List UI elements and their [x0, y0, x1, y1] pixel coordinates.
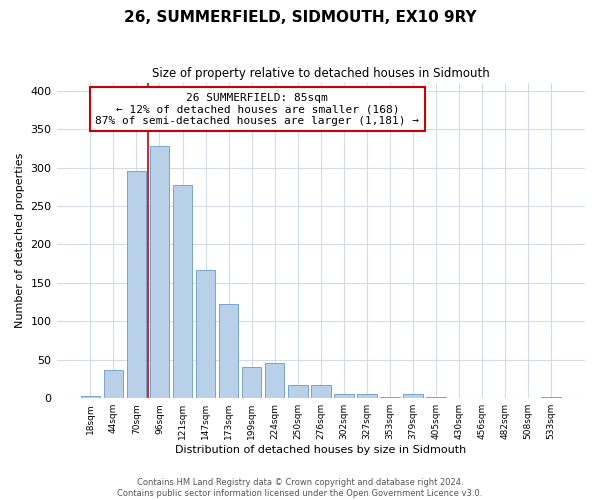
- Bar: [357, 394, 377, 398]
- X-axis label: Distribution of detached houses by size in Sidmouth: Distribution of detached houses by size …: [175, 445, 466, 455]
- Bar: [127, 172, 146, 398]
- Bar: [403, 394, 423, 398]
- Bar: [311, 385, 331, 398]
- Bar: [242, 366, 262, 398]
- Bar: [173, 184, 193, 398]
- Y-axis label: Number of detached properties: Number of detached properties: [15, 153, 25, 328]
- Text: 26, SUMMERFIELD, SIDMOUTH, EX10 9RY: 26, SUMMERFIELD, SIDMOUTH, EX10 9RY: [124, 10, 476, 25]
- Bar: [541, 396, 561, 398]
- Bar: [334, 394, 353, 398]
- Title: Size of property relative to detached houses in Sidmouth: Size of property relative to detached ho…: [152, 68, 490, 80]
- Text: Contains HM Land Registry data © Crown copyright and database right 2024.
Contai: Contains HM Land Registry data © Crown c…: [118, 478, 482, 498]
- Bar: [288, 385, 308, 398]
- Bar: [196, 270, 215, 398]
- Bar: [80, 396, 100, 398]
- Bar: [104, 370, 123, 398]
- Bar: [265, 363, 284, 398]
- Bar: [219, 304, 238, 398]
- Bar: [149, 146, 169, 398]
- Text: 26 SUMMERFIELD: 85sqm
← 12% of detached houses are smaller (168)
87% of semi-det: 26 SUMMERFIELD: 85sqm ← 12% of detached …: [95, 92, 419, 126]
